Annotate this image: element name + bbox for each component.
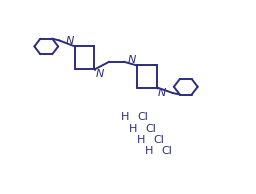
- Text: Cl: Cl: [145, 124, 156, 134]
- Text: H: H: [145, 146, 153, 156]
- Text: N: N: [65, 36, 74, 46]
- Text: Cl: Cl: [161, 146, 172, 156]
- Text: Cl: Cl: [153, 135, 164, 145]
- Text: H: H: [121, 112, 129, 122]
- Text: Cl: Cl: [137, 112, 148, 122]
- Text: H: H: [129, 124, 137, 134]
- Text: N: N: [95, 69, 104, 79]
- Text: H: H: [137, 135, 145, 145]
- Text: N: N: [158, 88, 166, 98]
- Text: N: N: [128, 55, 136, 65]
